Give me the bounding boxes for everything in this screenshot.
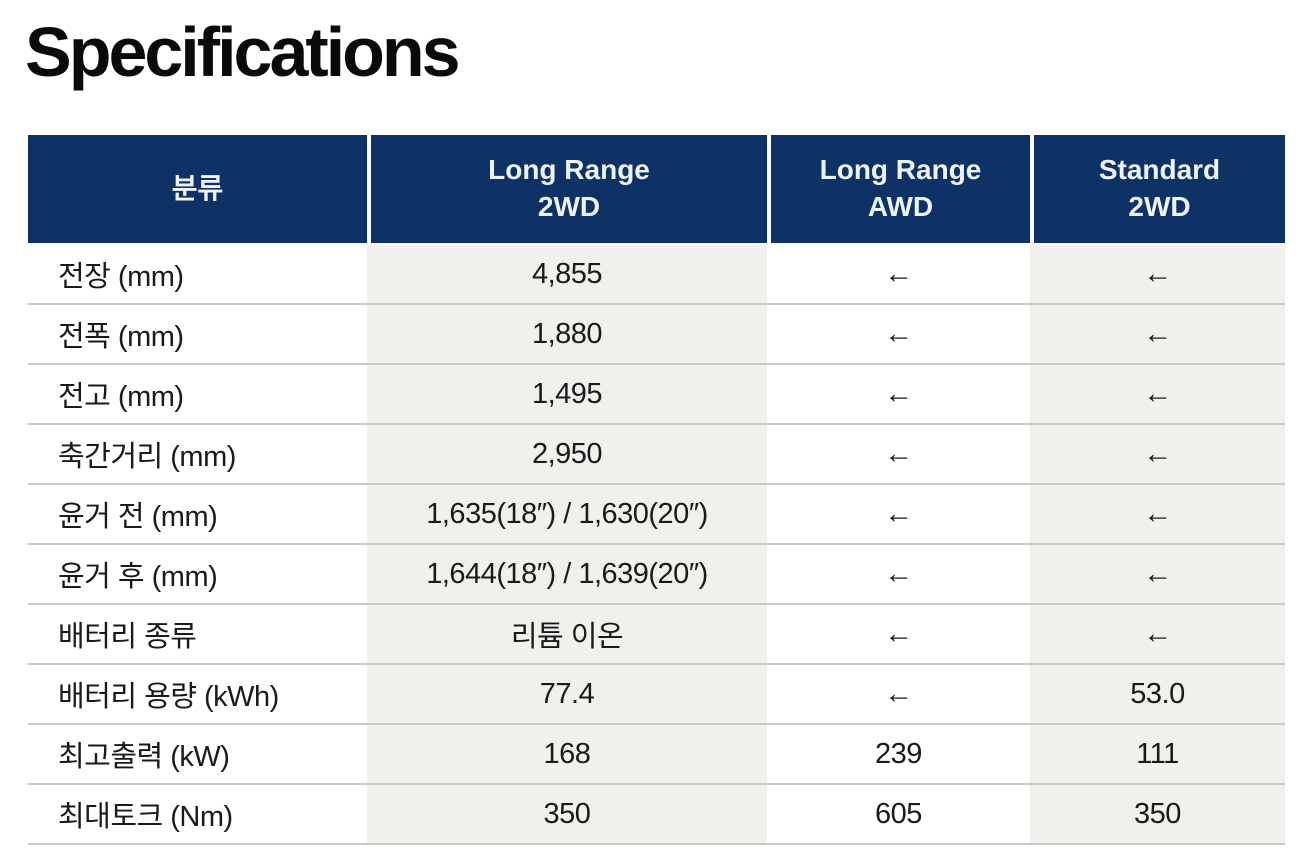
value-standard-2wd: 53.0: [1030, 665, 1285, 723]
value-long-range-awd: ←: [884, 497, 913, 530]
value-long-range-awd: ←: [884, 377, 913, 410]
value-standard-2wd: ←: [1030, 605, 1285, 663]
value-standard-2wd: 111: [1030, 725, 1285, 783]
value-long-range-2wd: 1,644(18″) / 1,639(20″): [367, 545, 767, 603]
spec-table: 분류 Long Range 2WD Long Range AWD Standar…: [28, 135, 1285, 845]
value-long-range-2wd: 2,950: [367, 425, 767, 483]
column-header-line1: Long Range: [488, 154, 650, 186]
value-long-range-2wd: 리튬 이온: [367, 605, 767, 663]
value-long-range-awd: ←: [884, 617, 913, 650]
value-standard-2wd: ←: [1030, 305, 1285, 363]
value-long-range-awd: ←: [884, 317, 913, 350]
table-row: 배터리 종류 리튬 이온 ← ←: [28, 605, 1285, 665]
value-long-range-awd: ←: [884, 557, 913, 590]
value-long-range-awd: ←: [884, 677, 913, 710]
column-header-line1: Standard: [1098, 154, 1221, 186]
row-label: 전고 (mm): [58, 381, 184, 413]
row-label: 축간거리 (mm): [58, 441, 236, 473]
value-standard-2wd: ←: [1030, 485, 1285, 543]
value-long-range-2wd: 168: [367, 725, 767, 783]
value-long-range-2wd: 350: [367, 785, 767, 843]
table-row: 축간거리 (mm) 2,950 ← ←: [28, 425, 1285, 485]
column-header-long-range-awd: Long Range AWD: [767, 135, 1030, 243]
page-title: Specifications: [25, 13, 461, 91]
value-long-range-2wd: 1,495: [367, 365, 767, 423]
value-long-range-awd: 239: [875, 737, 922, 770]
row-label: 윤거 전 (mm): [58, 501, 218, 533]
table-row: 전장 (mm) 4,855 ← ←: [28, 245, 1285, 305]
row-label: 윤거 후 (mm): [58, 561, 218, 593]
column-header-line2: 2WD: [537, 191, 601, 222]
row-label: 배터리 용량 (kWh): [58, 681, 279, 713]
value-long-range-awd: 605: [875, 797, 922, 830]
table-row: 윤거 후 (mm) 1,644(18″) / 1,639(20″) ← ←: [28, 545, 1285, 605]
row-label: 최고출력 (kW): [58, 741, 230, 773]
table-body: 전장 (mm) 4,855 ← ← 전폭 (mm) 1,880 ← ← 전고 (…: [28, 245, 1285, 845]
column-header-line2: 2WD: [1128, 191, 1191, 222]
value-long-range-2wd: 1,880: [367, 305, 767, 363]
value-standard-2wd: ←: [1030, 545, 1285, 603]
column-header-line1: 분류: [171, 172, 224, 204]
value-long-range-awd: ←: [884, 437, 913, 470]
table-row: 전고 (mm) 1,495 ← ←: [28, 365, 1285, 425]
column-header-category: 분류: [28, 135, 367, 243]
table-row: 최대토크 (Nm) 350 605 350: [28, 785, 1285, 845]
row-label: 전폭 (mm): [58, 321, 184, 353]
table-row: 최고출력 (kW) 168 239 111: [28, 725, 1285, 785]
row-label: 전장 (mm): [58, 261, 184, 293]
column-header-line2: AWD: [867, 191, 934, 222]
table-row: 윤거 전 (mm) 1,635(18″) / 1,630(20″) ← ←: [28, 485, 1285, 545]
value-long-range-2wd: 1,635(18″) / 1,630(20″): [367, 485, 767, 543]
column-header-standard-2wd: Standard 2WD: [1030, 135, 1285, 243]
row-label: 최대토크 (Nm): [58, 801, 233, 833]
table-row: 배터리 용량 (kWh) 77.4 ← 53.0: [28, 665, 1285, 725]
column-header-line1: Long Range: [819, 154, 982, 186]
value-long-range-2wd: 77.4: [367, 665, 767, 723]
value-long-range-awd: ←: [884, 257, 913, 290]
value-long-range-2wd: 4,855: [367, 245, 767, 303]
value-standard-2wd: ←: [1030, 245, 1285, 303]
value-standard-2wd: 350: [1030, 785, 1285, 843]
table-row: 전폭 (mm) 1,880 ← ←: [28, 305, 1285, 365]
value-standard-2wd: ←: [1030, 365, 1285, 423]
value-standard-2wd: ←: [1030, 425, 1285, 483]
column-header-long-range-2wd: Long Range 2WD: [367, 135, 767, 243]
row-label: 배터리 종류: [58, 621, 197, 653]
table-header-row: 분류 Long Range 2WD Long Range AWD Standar…: [28, 135, 1285, 243]
